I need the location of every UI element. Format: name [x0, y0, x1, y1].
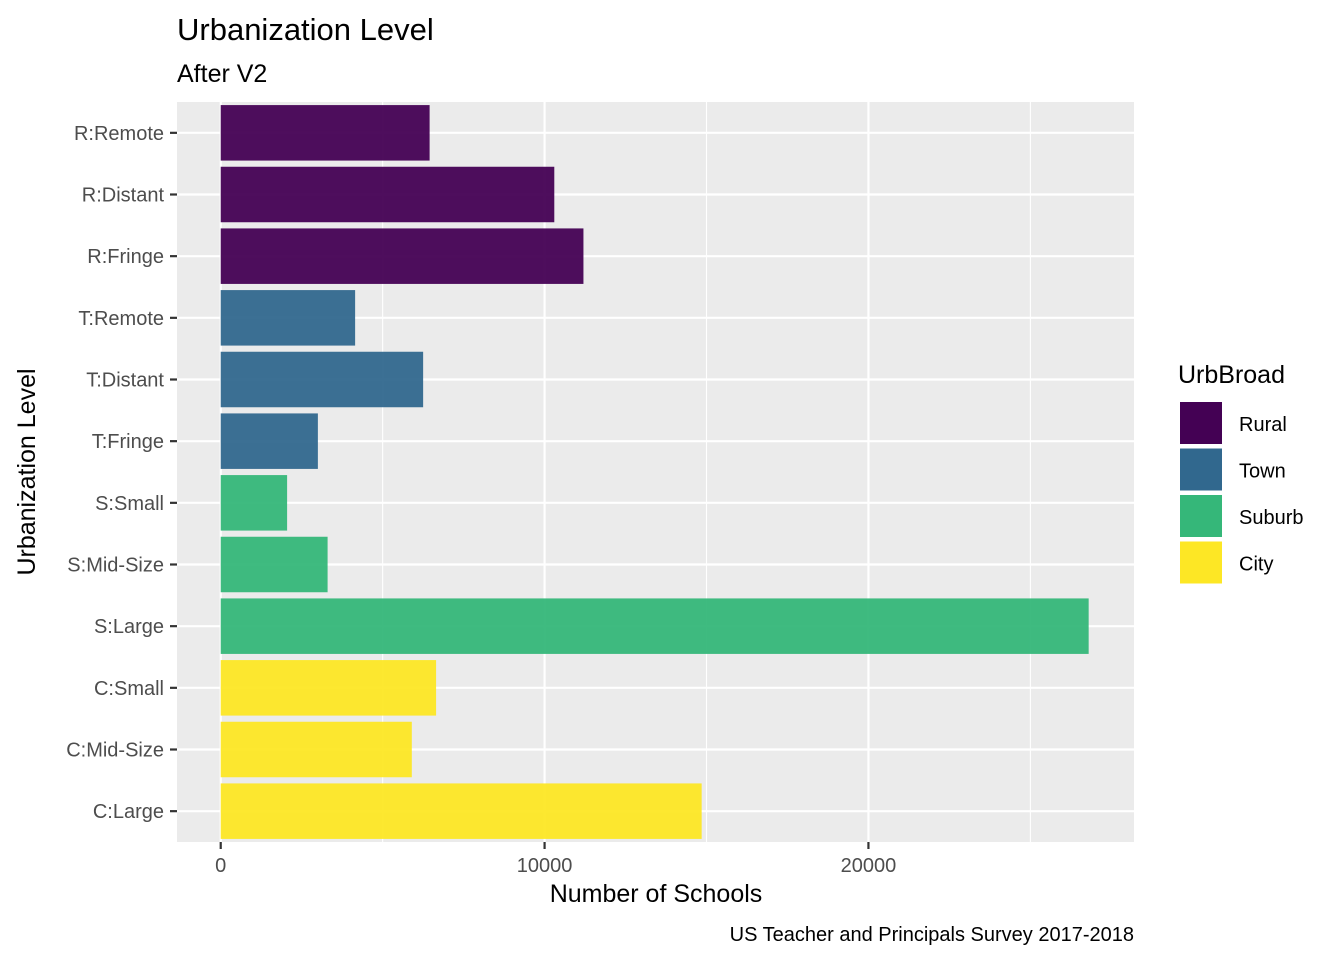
y-tick-label: R:Remote	[74, 123, 164, 145]
bar-r-remote	[220, 105, 430, 161]
y-tick-label: T:Remote	[78, 308, 164, 330]
x-tick-label: 0	[215, 855, 226, 877]
legend: UrbBroad Rural Town Suburb City	[1178, 361, 1304, 586]
y-axis: R:Remote R:Distant R:Fringe T:Remote T:Dista…	[66, 123, 177, 823]
y-tick-label: R:Distant	[82, 185, 165, 207]
y-tick-label: S:Mid-Size	[67, 555, 164, 577]
bar-s-small	[220, 475, 288, 531]
legend-key-town	[1178, 446, 1224, 493]
y-axis-title: Urbanization Level	[13, 368, 41, 575]
legend-title: UrbBroad	[1178, 361, 1285, 389]
legend-label-rural: Rural	[1239, 414, 1287, 436]
y-tick-label: R:Fringe	[87, 246, 164, 268]
plot-panel	[177, 102, 1134, 842]
legend-key-suburb	[1178, 493, 1224, 539]
legend-label-suburb: Suburb	[1239, 507, 1304, 529]
chart-subtitle: After V2	[177, 60, 267, 88]
y-tick-label: S:Large	[94, 616, 164, 638]
bar-s-large	[220, 598, 1089, 654]
bar-r-fringe	[220, 228, 584, 284]
legend-key-city	[1178, 539, 1224, 586]
bar-c-mid-size	[220, 721, 412, 778]
x-axis: 0 10000 20000	[215, 842, 896, 877]
y-tick-label: C:Large	[93, 801, 164, 823]
y-tick-label: T:Fringe	[92, 431, 164, 453]
y-tick-label: C:Small	[94, 678, 164, 700]
chart-caption: US Teacher and Principals Survey 2017-20…	[730, 924, 1134, 946]
bar-t-distant	[220, 351, 424, 408]
y-tick-label: T:Distant	[86, 370, 164, 392]
bar-t-remote	[220, 290, 356, 346]
bars	[220, 105, 1089, 839]
bar-c-large	[220, 783, 702, 839]
x-tick-label: 20000	[841, 855, 897, 877]
chart-title: Urbanization Level	[177, 12, 434, 47]
bar-s-mid-size	[220, 536, 328, 593]
bar-r-distant	[220, 166, 555, 223]
legend-key-rural	[1178, 400, 1224, 446]
x-tick-label: 10000	[517, 855, 573, 877]
y-tick-label: C:Mid-Size	[66, 740, 164, 762]
legend-label-city: City	[1239, 554, 1273, 576]
minor-gridlines	[382, 102, 1031, 842]
y-tick-label: S:Small	[95, 493, 164, 515]
x-axis-title: Number of Schools	[550, 880, 763, 908]
bar-t-fringe	[220, 413, 318, 469]
legend-label-town: Town	[1239, 461, 1286, 483]
bar-c-small	[220, 660, 437, 716]
